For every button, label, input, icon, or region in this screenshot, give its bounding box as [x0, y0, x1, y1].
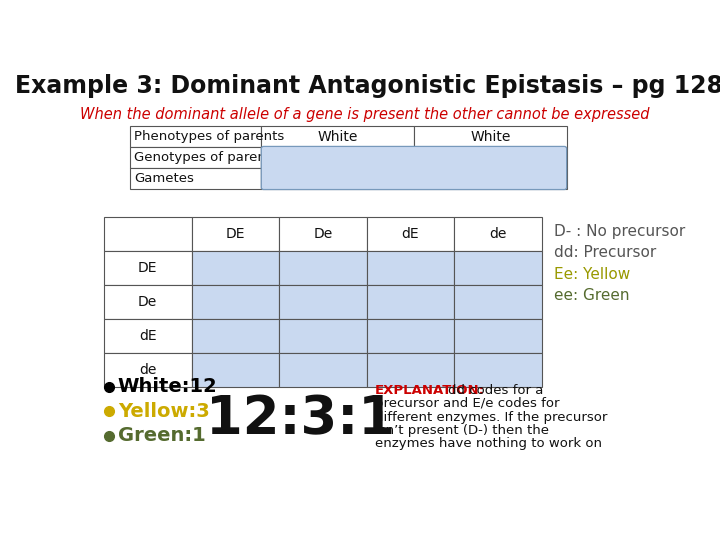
Bar [279, 217, 366, 251]
Text: de: de [139, 363, 156, 377]
Text: Gametes: Gametes [134, 172, 194, 185]
Bar [454, 217, 542, 251]
Bar [366, 353, 454, 387]
Text: dE: dE [402, 227, 419, 241]
Bar [104, 251, 192, 285]
Text: Genotypes of parents: Genotypes of parents [134, 151, 278, 164]
Text: EXPLANATION:: EXPLANATION: [375, 384, 485, 397]
Bar [414, 126, 567, 147]
Text: dd: Precursor: dd: Precursor [554, 245, 657, 260]
Text: D- : No precursor: D- : No precursor [554, 224, 685, 239]
Bar [130, 147, 261, 168]
Bar [192, 217, 279, 251]
Bar [130, 126, 261, 147]
Text: When the dominant allele of a gene is present the other cannot be expressed: When the dominant allele of a gene is pr… [81, 107, 650, 123]
Bar [192, 251, 279, 285]
Bar [130, 168, 261, 189]
Text: ee: Green: ee: Green [554, 288, 630, 303]
Bar [261, 168, 414, 189]
Bar [366, 285, 454, 319]
Bar [192, 285, 279, 319]
Bar [192, 353, 279, 387]
Bar [192, 319, 279, 353]
Text: De: De [313, 227, 333, 241]
Text: dd codes for a: dd codes for a [448, 384, 544, 397]
Bar [454, 319, 542, 353]
Text: different enzymes. If the precursor: different enzymes. If the precursor [375, 410, 608, 423]
Text: De: De [138, 295, 158, 309]
Bar [279, 285, 366, 319]
Text: Green:1: Green:1 [118, 427, 206, 446]
Bar [366, 319, 454, 353]
Text: Yellow:3: Yellow:3 [118, 402, 210, 421]
Bar [414, 168, 567, 189]
Bar [414, 147, 567, 168]
Bar [279, 353, 366, 387]
Bar [104, 319, 192, 353]
Bar [261, 147, 414, 168]
Bar [454, 285, 542, 319]
Text: isn’t present (D-) then the: isn’t present (D-) then the [375, 423, 549, 437]
Text: de: de [490, 227, 507, 241]
Text: dE: dE [139, 329, 156, 343]
Text: Phenotypes of parents: Phenotypes of parents [134, 130, 284, 143]
FancyBboxPatch shape [261, 146, 567, 190]
Bar [104, 353, 192, 387]
Text: Ee: Yellow: Ee: Yellow [554, 267, 631, 282]
Text: Example 3: Dominant Antagonistic Epistasis – pg 128: Example 3: Dominant Antagonistic Epistas… [15, 75, 720, 98]
Bar [454, 353, 542, 387]
Bar [279, 319, 366, 353]
Text: White:12: White:12 [118, 377, 217, 396]
Text: White: White [470, 130, 511, 144]
Text: 12:3:1: 12:3:1 [207, 393, 395, 445]
Bar [261, 126, 414, 147]
Bar [279, 251, 366, 285]
Bar [366, 251, 454, 285]
Text: DE: DE [225, 227, 245, 241]
Text: enzymes have nothing to work on: enzymes have nothing to work on [375, 437, 602, 450]
Bar [104, 285, 192, 319]
Bar [454, 251, 542, 285]
Text: DE: DE [138, 261, 158, 275]
Text: precursor and E/e codes for: precursor and E/e codes for [375, 397, 559, 410]
Bar [104, 217, 192, 251]
Text: White: White [317, 130, 357, 144]
Bar [366, 217, 454, 251]
